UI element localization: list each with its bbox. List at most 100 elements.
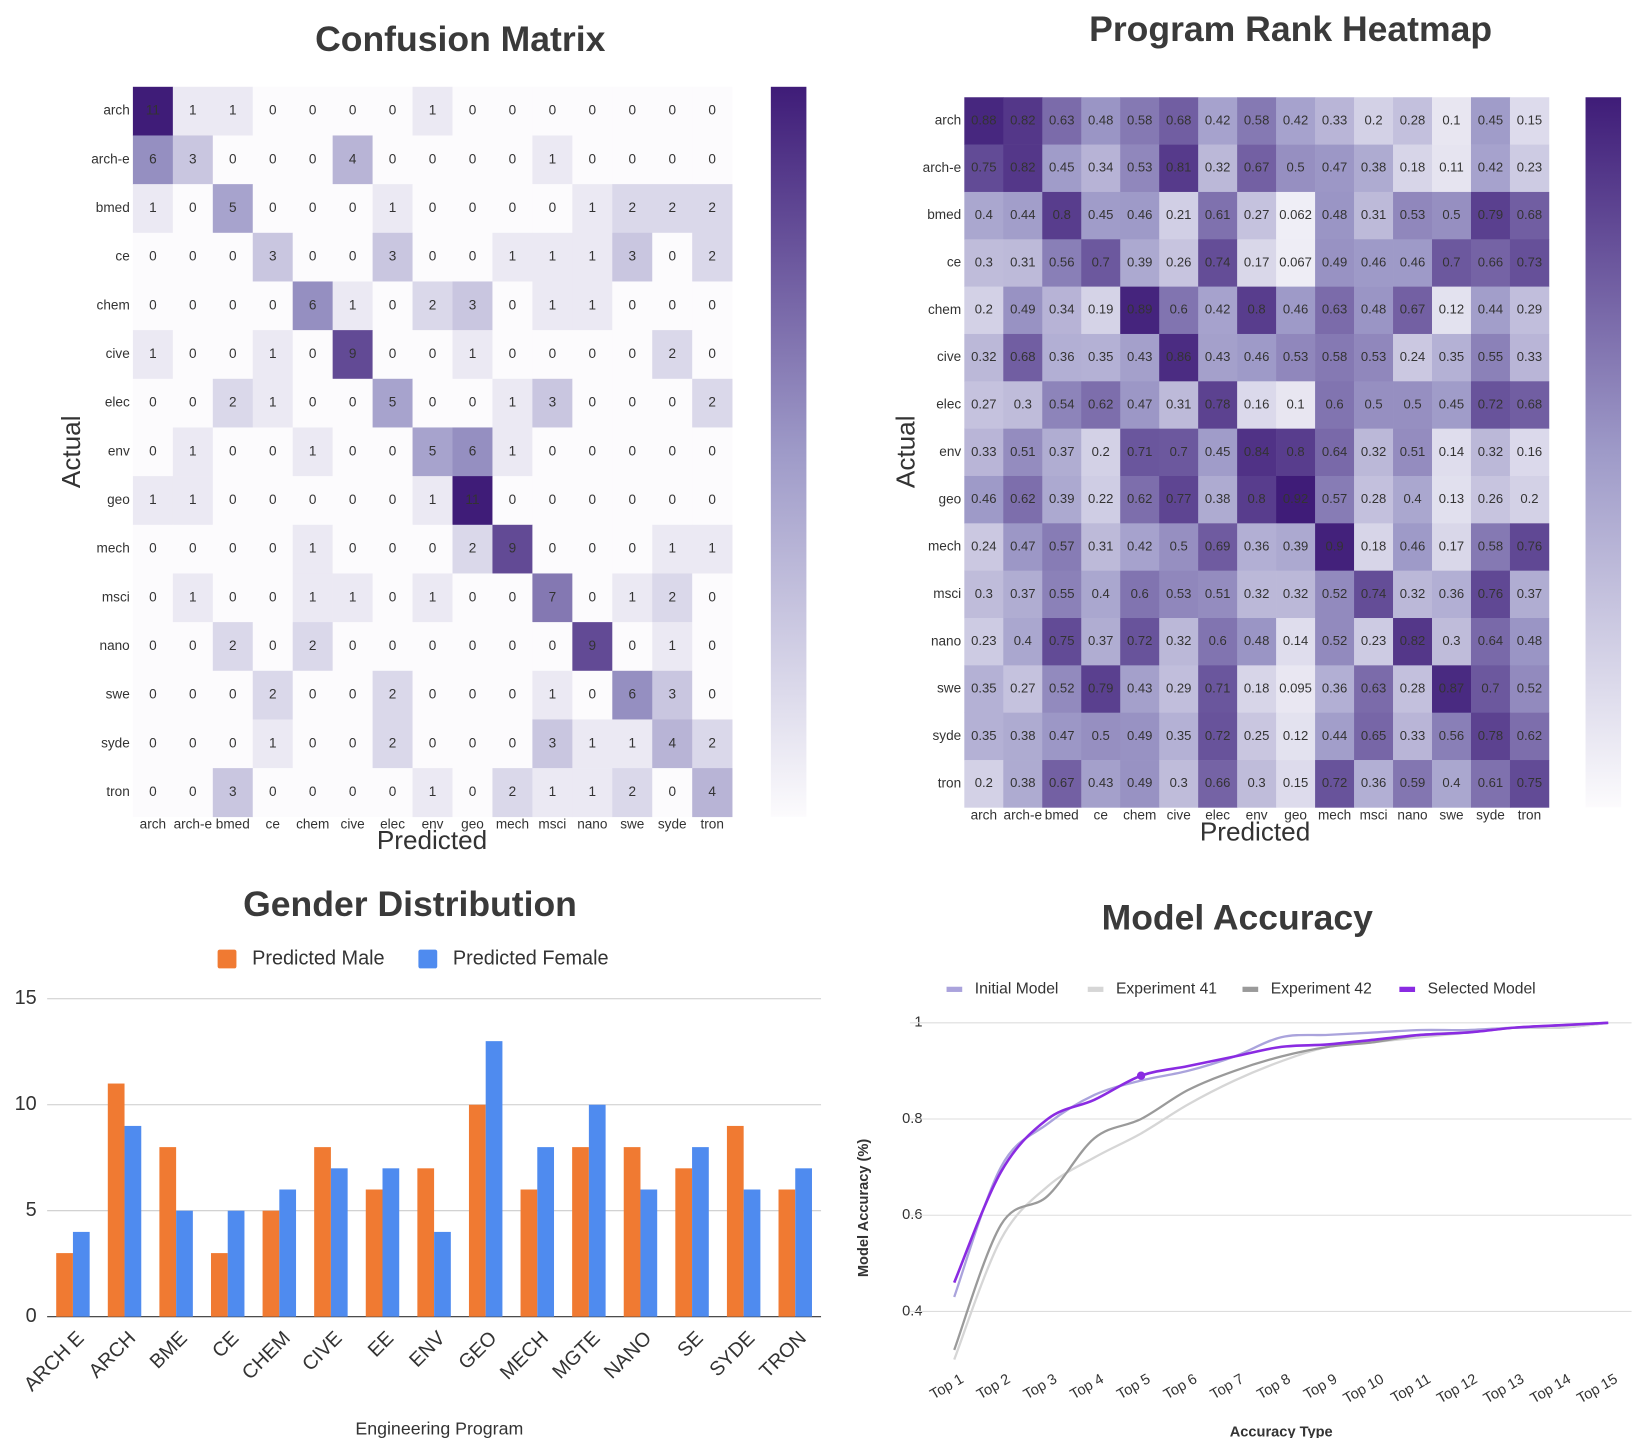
heatmap-cell — [412, 427, 453, 477]
heatmap-cell — [452, 184, 493, 234]
heatmap-cell — [692, 86, 733, 136]
heatmap-cell — [1315, 428, 1355, 477]
cell-label: 0 — [589, 687, 597, 702]
heatmap-cell — [1432, 191, 1472, 240]
cell-label: 0.35 — [1439, 349, 1464, 364]
heatmap-cell — [1120, 144, 1160, 193]
cell-label: 0.42 — [1127, 538, 1152, 553]
heatmap-cell — [1237, 665, 1277, 714]
heatmap-cell — [1198, 97, 1238, 145]
cell-label: 0 — [229, 589, 237, 604]
x-axis-label: Predicted — [377, 825, 487, 855]
heatmap-cell — [1470, 97, 1511, 145]
x-tick-label: bmed — [1045, 807, 1079, 822]
cell-label: 3 — [549, 735, 557, 750]
legend-swatch — [217, 949, 237, 969]
cell-label: 0.28 — [1400, 112, 1425, 127]
cell-label: 0.31 — [1166, 396, 1191, 411]
cell-label: 0 — [309, 346, 317, 361]
heatmap-cell — [964, 381, 1004, 429]
cell-label: 0.82 — [1010, 112, 1035, 127]
heatmap-cell — [1509, 333, 1550, 382]
cell-label: 0 — [708, 589, 716, 604]
cell-label: 1 — [509, 395, 517, 410]
cell-label: 0 — [509, 687, 517, 702]
legend-label: Initial Model — [975, 980, 1059, 997]
heatmap-cell — [172, 670, 214, 720]
cell-label: 0.46 — [1127, 207, 1152, 222]
bar — [743, 1189, 761, 1317]
heatmap-cell — [492, 768, 533, 818]
cell-label: 0.82 — [1010, 160, 1035, 175]
heatmap-cell — [1003, 286, 1043, 335]
cell-label: 0.12 — [1283, 728, 1308, 743]
cell-label: 0.48 — [1361, 302, 1386, 317]
x-tick-label: TRON — [756, 1327, 811, 1382]
heatmap-cell — [1432, 665, 1472, 714]
heatmap-cell — [964, 475, 1004, 524]
chart-title: Model Accuracy — [1102, 898, 1374, 938]
heatmap-cell — [1276, 428, 1316, 477]
heatmap-cell — [652, 232, 693, 282]
x-tick-label: chem — [1123, 807, 1156, 822]
heatmap-cell — [252, 476, 294, 526]
cell-label: 0.44 — [1010, 207, 1035, 222]
cell-label: 0.39 — [1127, 254, 1152, 269]
cell-label: 0 — [349, 200, 357, 215]
cell-label: 0 — [349, 638, 357, 653]
cell-label: 0.46 — [1361, 254, 1386, 269]
heatmap-cell — [1237, 381, 1277, 429]
cell-label: 0 — [269, 638, 277, 653]
heatmap-cell — [452, 573, 493, 623]
x-tick-label: arch-e — [174, 817, 213, 832]
heatmap-cell — [1393, 239, 1433, 287]
heatmap-cell — [1120, 333, 1160, 382]
cell-label: 5 — [229, 200, 237, 215]
heatmap-cell — [652, 670, 693, 720]
y-tick-label: cive — [937, 349, 961, 364]
cell-label: 0 — [469, 638, 477, 653]
cell-label: 3 — [389, 249, 397, 264]
cell-label: 0.71 — [1127, 444, 1152, 459]
cell-label: 0 — [429, 541, 437, 556]
heatmap-cell — [1237, 712, 1277, 761]
heatmap-cell — [1276, 523, 1316, 571]
heatmap-cell — [652, 135, 693, 185]
cell-label: 0 — [149, 638, 157, 653]
heatmap-cell — [292, 768, 333, 818]
cell-label: 0 — [349, 443, 357, 458]
heatmap-cell — [964, 97, 1004, 145]
heatmap-cell — [1509, 523, 1550, 571]
heatmap-cell — [412, 378, 453, 428]
heatmap-cell — [132, 670, 174, 720]
heatmap-cell — [1315, 333, 1355, 382]
cell-label: 0.3 — [1014, 396, 1032, 411]
cell-label: 4 — [708, 784, 716, 799]
cell-label: 1 — [309, 541, 317, 556]
cell-label: 2 — [229, 638, 237, 653]
legend-label: Experiment 41 — [1116, 980, 1217, 997]
heatmap-cell — [1393, 570, 1433, 619]
cell-label: 0 — [229, 151, 237, 166]
cell-label: 0.5 — [1364, 396, 1382, 411]
x-tick-label: NANO — [600, 1327, 656, 1383]
cell-label: 0.74 — [1205, 254, 1230, 269]
cell-label: 0.66 — [1478, 254, 1503, 269]
heatmap-cell — [1237, 475, 1277, 524]
cell-label: 0 — [229, 687, 237, 702]
heatmap-cell — [252, 719, 294, 769]
heatmap-cell — [1509, 97, 1550, 145]
cell-label: 1 — [429, 784, 437, 799]
x-tick-label: arch — [140, 817, 166, 832]
highlight-point — [1136, 1071, 1146, 1080]
cell-label: 0.3 — [1442, 633, 1460, 648]
heatmap-cell — [1237, 570, 1277, 619]
x-tick-label: arch-e — [1004, 807, 1043, 822]
heatmap-cell — [492, 622, 533, 672]
heatmap-cell — [1276, 665, 1316, 714]
heatmap-cell — [1198, 191, 1238, 240]
cell-label: 0.45 — [1205, 444, 1230, 459]
heatmap-cell — [332, 573, 373, 623]
heatmap-cell — [1432, 760, 1472, 808]
y-tick-label: msci — [933, 586, 961, 601]
